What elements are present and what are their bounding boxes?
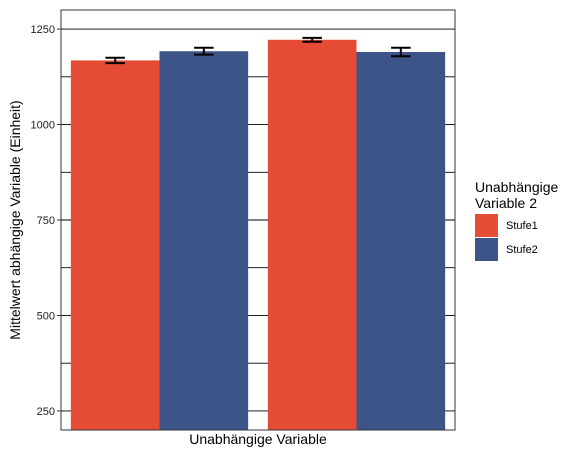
y-tick-label: 500: [37, 310, 55, 322]
bar: [70, 60, 160, 431]
bar: [159, 51, 249, 431]
legend-key: [475, 214, 498, 237]
y-tick-label: 750: [37, 215, 55, 227]
legend: Unabhängige Variable 2 Stufe1 Stufe2: [475, 179, 562, 261]
y-axis-title: Mittelwert abhängige Variable (Einheit): [7, 100, 23, 339]
bar: [356, 52, 446, 430]
x-axis-title: Unabhängige Variable: [189, 431, 327, 447]
legend-title: Unabhängige Variable 2: [475, 179, 562, 211]
legend-key: [475, 238, 498, 261]
legend-items: Stufe1 Stufe2: [475, 214, 538, 261]
bars-group: [70, 39, 446, 431]
y-axis: 250 500 750 1000 1250: [31, 24, 61, 418]
y-tick-label: 250: [37, 406, 55, 418]
y-tick-label: 1000: [31, 120, 55, 132]
bar: [267, 39, 357, 430]
y-tick-label: 1250: [31, 24, 55, 36]
legend-title-line-2: Variable 2: [475, 195, 537, 211]
legend-label: Stufe2: [506, 244, 538, 256]
error-bars-group: [105, 36, 411, 65]
legend-label: Stufe1: [506, 220, 538, 232]
legend-title-line-1: Unabhängige: [475, 179, 559, 195]
